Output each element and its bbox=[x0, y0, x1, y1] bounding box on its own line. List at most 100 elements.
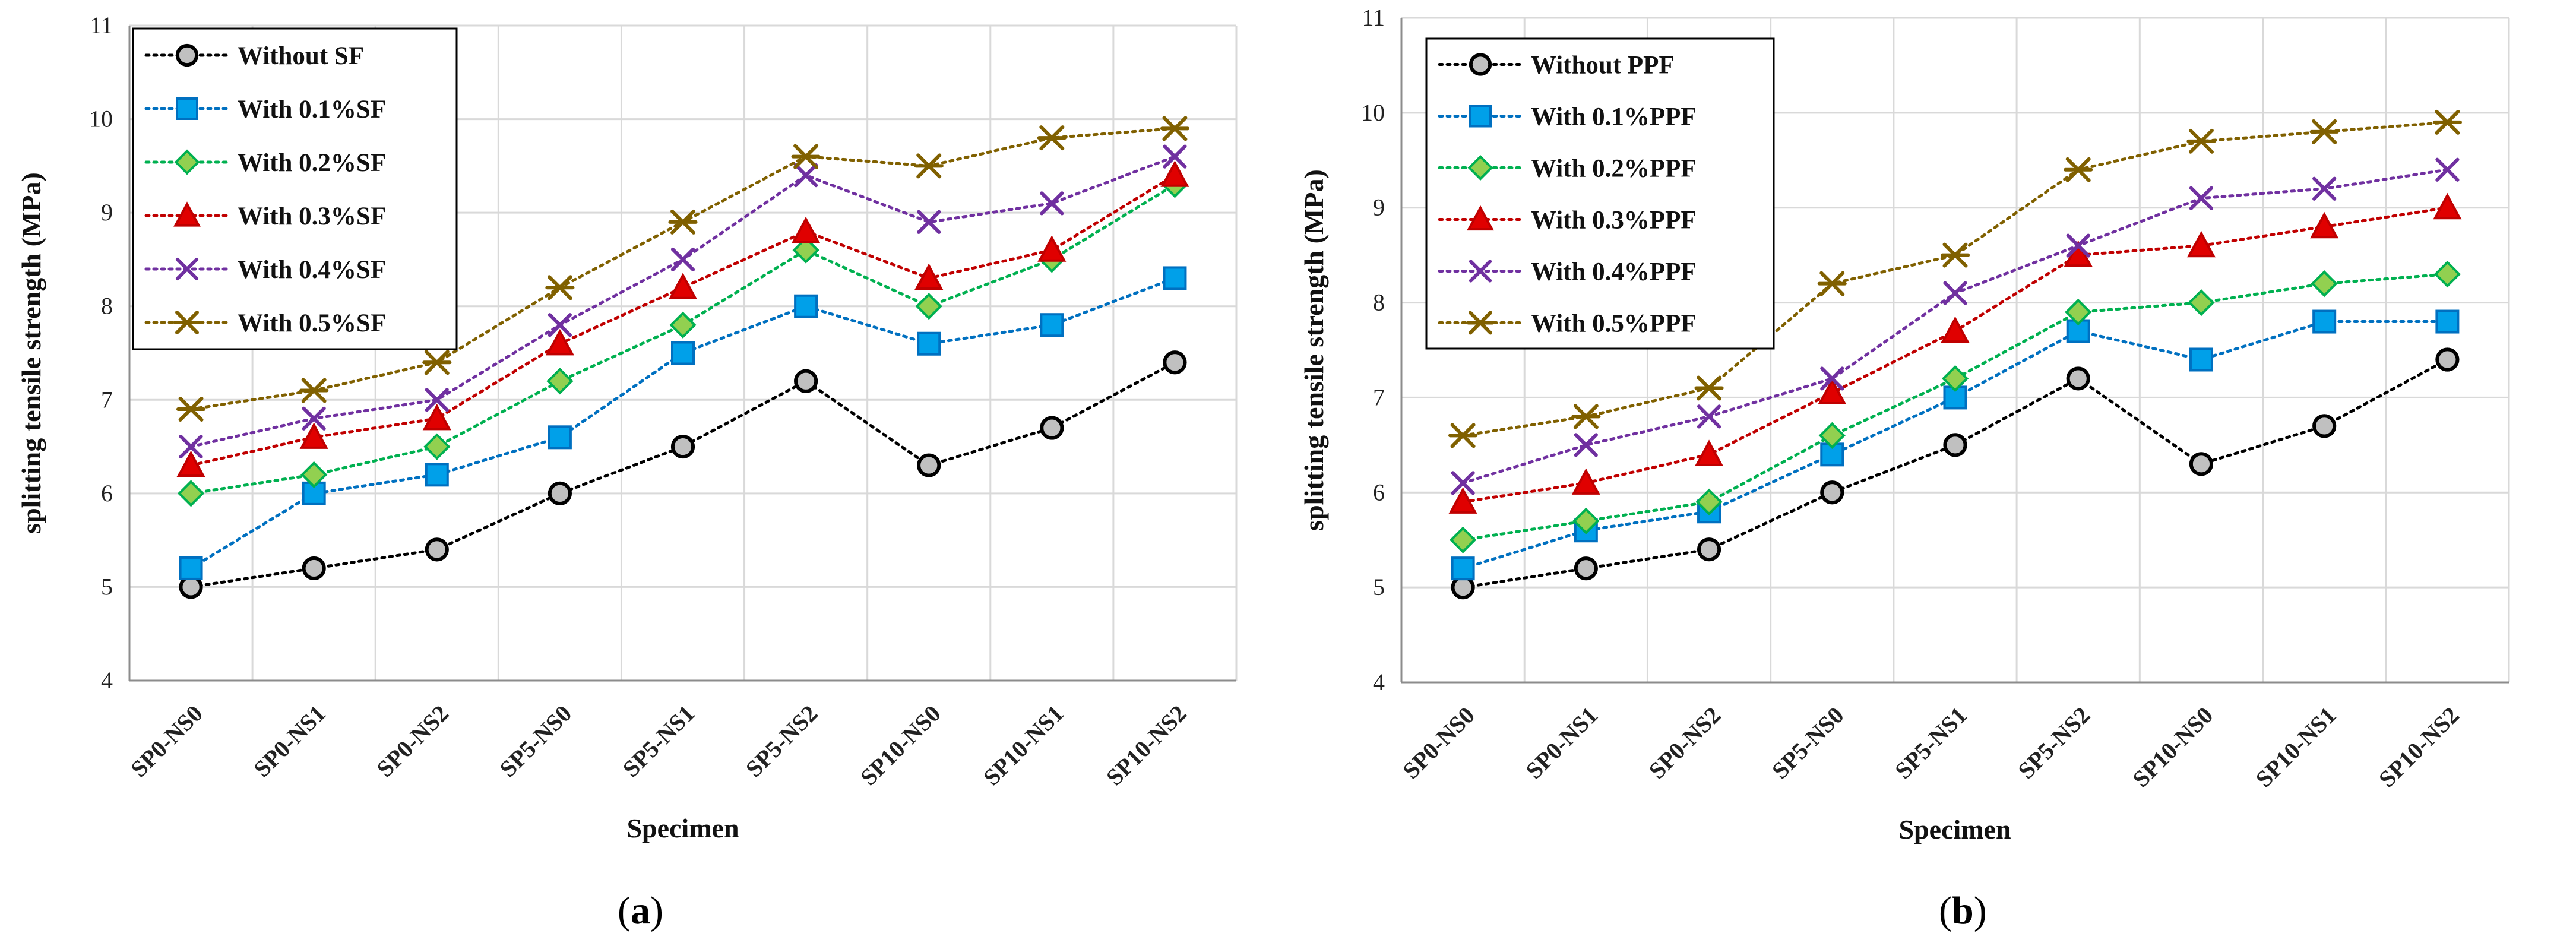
data-point bbox=[425, 388, 449, 412]
data-point bbox=[2189, 186, 2214, 210]
y-tick-label: 7 bbox=[101, 386, 113, 413]
y-tick-label: 6 bbox=[1373, 479, 1385, 505]
data-point bbox=[791, 144, 821, 169]
data-point bbox=[917, 331, 941, 356]
legend-item: With 0.1%PPF bbox=[1438, 103, 1697, 131]
data-point bbox=[1940, 242, 1970, 268]
legend-item: With 0.4%PPF bbox=[1438, 258, 1697, 286]
data-point bbox=[300, 461, 328, 488]
data-point bbox=[1820, 480, 1844, 505]
data-point bbox=[1451, 556, 1475, 581]
data-point bbox=[1941, 316, 1970, 343]
data-point bbox=[794, 294, 818, 318]
data-point bbox=[2312, 309, 2337, 334]
legend-item: With 0.4%SF bbox=[144, 256, 386, 284]
panel-label-close: ) bbox=[1974, 889, 1987, 932]
data-point bbox=[671, 341, 695, 365]
data-point bbox=[176, 450, 205, 477]
legend-marker bbox=[1467, 154, 1493, 181]
series-2 bbox=[177, 171, 1189, 507]
series-1 bbox=[1451, 309, 2460, 581]
data-point bbox=[1037, 235, 1067, 262]
data-point bbox=[545, 275, 575, 300]
series-4 bbox=[179, 144, 1187, 459]
data-point bbox=[1448, 487, 1477, 514]
legend-label: With 0.2%PPF bbox=[1531, 155, 1697, 183]
data-point bbox=[1451, 575, 1475, 600]
legend-marker bbox=[1469, 53, 1492, 76]
series-line bbox=[189, 360, 1176, 589]
data-point bbox=[2189, 452, 2214, 476]
data-point bbox=[2186, 230, 2216, 258]
panel-label-open: ( bbox=[1939, 889, 1952, 932]
legend-label: With 0.1%SF bbox=[238, 96, 386, 124]
data-point bbox=[1697, 404, 1721, 429]
legend-marker bbox=[173, 311, 201, 334]
y-tick-label: 7 bbox=[1373, 384, 1385, 410]
data-point bbox=[668, 209, 698, 235]
legend-label: With 0.5%PPF bbox=[1531, 310, 1697, 338]
data-point bbox=[1571, 404, 1601, 429]
data-point bbox=[914, 263, 944, 290]
data-point bbox=[794, 369, 818, 393]
legend-item: With 0.2%PPF bbox=[1438, 154, 1697, 183]
data-point bbox=[2064, 157, 2093, 182]
legend-label: With 0.3%SF bbox=[238, 203, 386, 230]
data-point bbox=[177, 480, 205, 507]
data-point bbox=[792, 216, 821, 243]
y-axis-title: splitting tensile strength (MPa) bbox=[1299, 169, 1329, 531]
series-line bbox=[189, 276, 1176, 570]
data-point bbox=[1448, 423, 1478, 448]
series-line bbox=[1461, 121, 2449, 437]
data-point bbox=[2311, 270, 2338, 298]
data-point bbox=[2189, 347, 2213, 372]
legend-label: With 0.5%SF bbox=[238, 309, 386, 337]
series-5 bbox=[1448, 109, 2462, 448]
legend-marker bbox=[175, 43, 199, 67]
series-0 bbox=[179, 350, 1187, 599]
legend-label: With 0.3%PPF bbox=[1531, 207, 1697, 235]
data-point bbox=[1040, 416, 1064, 440]
panel-label-close: ) bbox=[650, 889, 663, 932]
data-point bbox=[1449, 526, 1477, 553]
data-point bbox=[917, 210, 941, 234]
legend: Without SF With 0.1%SF With 0.2%SF With 0.3… bbox=[132, 27, 458, 350]
series-2 bbox=[1449, 260, 2461, 553]
data-point bbox=[1941, 365, 1969, 393]
y-tick-label: 11 bbox=[90, 12, 113, 39]
data-point bbox=[546, 368, 574, 395]
data-point bbox=[2433, 192, 2462, 220]
legend-marker bbox=[1467, 205, 1494, 231]
data-point bbox=[1574, 433, 1598, 457]
y-tick-label: 11 bbox=[1362, 4, 1385, 31]
series-4 bbox=[1451, 157, 2460, 495]
data-point bbox=[1571, 468, 1600, 495]
data-point bbox=[917, 453, 941, 477]
legend-item: Without SF bbox=[144, 42, 364, 70]
legend-item: With 0.3%SF bbox=[144, 201, 386, 230]
data-point bbox=[2312, 414, 2337, 438]
panel-label: (a) bbox=[618, 889, 663, 932]
legend-marker bbox=[1469, 260, 1492, 283]
data-point bbox=[1040, 191, 1064, 216]
data-point bbox=[302, 556, 326, 581]
data-point bbox=[1818, 422, 1846, 449]
legend-marker bbox=[1466, 311, 1495, 335]
data-point bbox=[2433, 260, 2461, 288]
data-point bbox=[1695, 439, 1724, 466]
data-point bbox=[1695, 488, 1723, 515]
x-axis-title: Specimen bbox=[626, 813, 739, 843]
data-point bbox=[2312, 176, 2337, 201]
legend-label: With 0.1%PPF bbox=[1531, 103, 1697, 131]
data-point bbox=[2435, 309, 2460, 334]
y-axis-title: splitting tensile strength (MPa) bbox=[16, 172, 46, 534]
data-point bbox=[423, 433, 451, 460]
series-5 bbox=[176, 116, 1190, 422]
data-point bbox=[548, 313, 572, 337]
legend-marker bbox=[1469, 105, 1492, 128]
data-point bbox=[670, 434, 695, 459]
data-point bbox=[794, 163, 818, 188]
x-axis-title: Specimen bbox=[1898, 814, 2011, 844]
data-point bbox=[1040, 313, 1064, 337]
